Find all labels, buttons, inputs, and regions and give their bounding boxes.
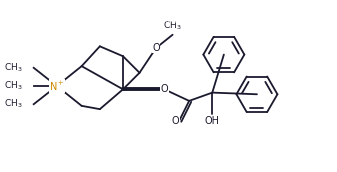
Text: O: O xyxy=(172,116,179,126)
Text: OH: OH xyxy=(205,116,220,126)
Text: $\mathregular{CH_3}$: $\mathregular{CH_3}$ xyxy=(3,62,22,74)
Text: methoxy: methoxy xyxy=(154,18,178,23)
Text: N$^+$: N$^+$ xyxy=(49,79,65,93)
Text: O: O xyxy=(152,43,160,53)
Text: $\mathregular{CH_3}$: $\mathregular{CH_3}$ xyxy=(3,80,22,92)
Text: $\mathregular{CH_3}$: $\mathregular{CH_3}$ xyxy=(163,20,182,32)
Text: $\mathregular{CH_3}$: $\mathregular{CH_3}$ xyxy=(3,98,22,110)
Text: O: O xyxy=(160,84,168,94)
